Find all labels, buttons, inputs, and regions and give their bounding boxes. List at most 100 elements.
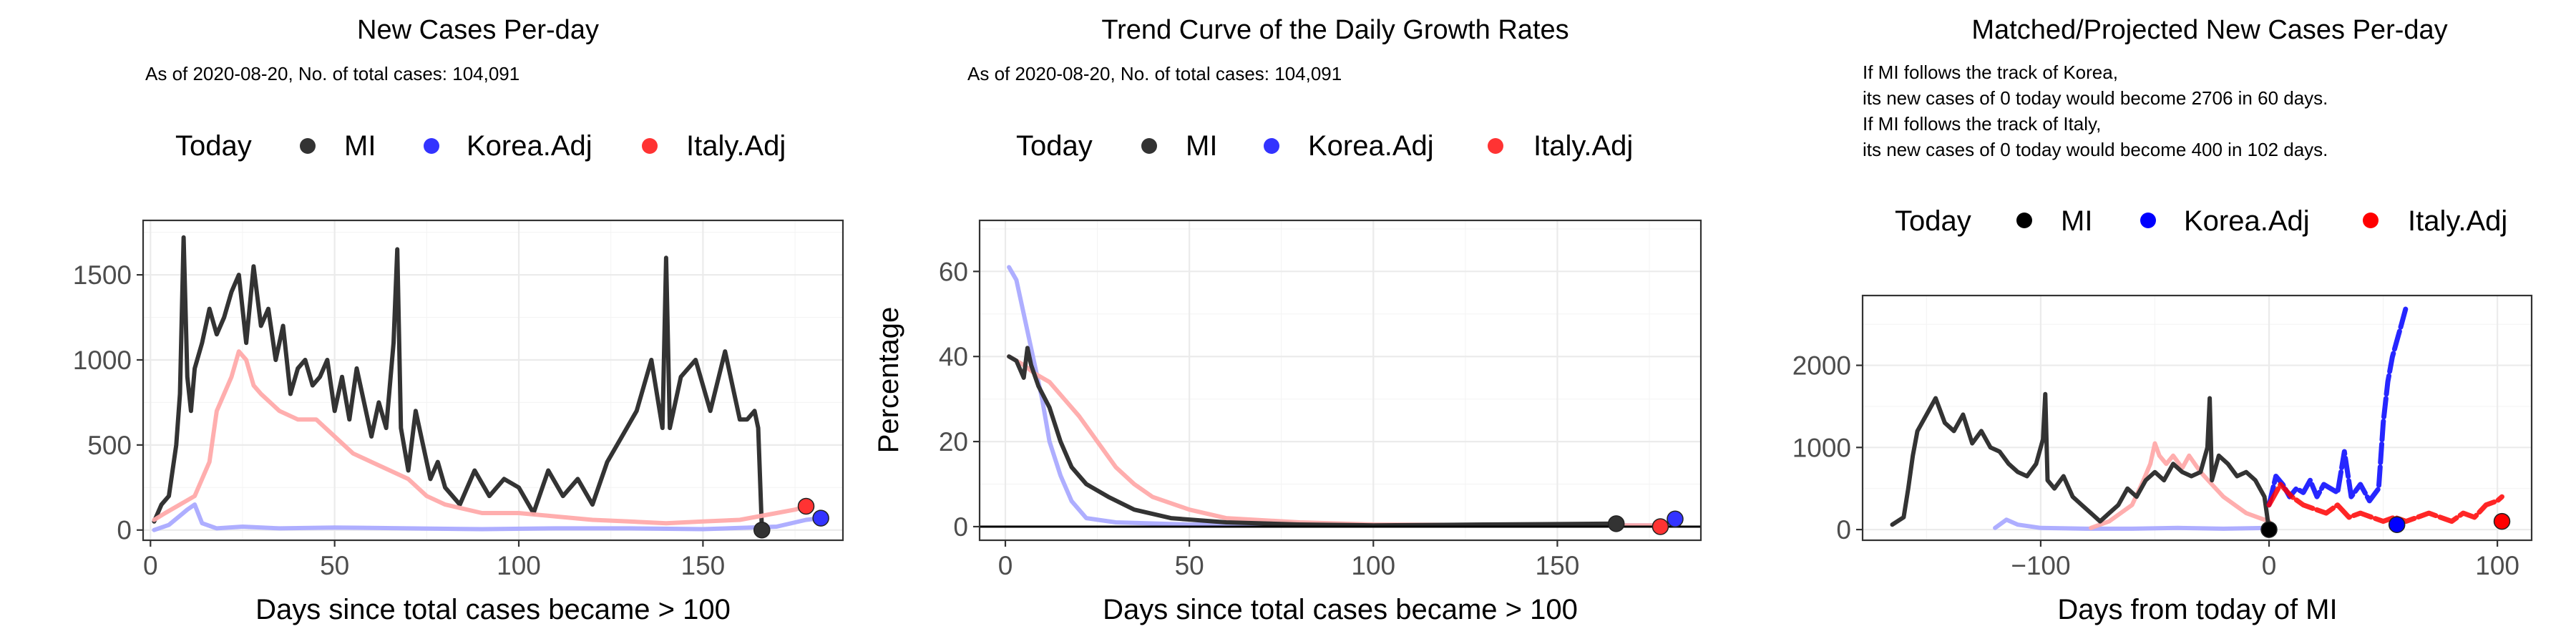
panel2-x-axis-title: Days since total cases became > 100 xyxy=(1103,594,1578,625)
panel1-legend-key-mi xyxy=(300,138,316,154)
panel2-y-axis: 0 20 40 60 xyxy=(939,257,980,542)
panel2-legend-label-italy: Italy.Adj xyxy=(1533,130,1633,162)
panel-growth-rates: Trend Curve of the Daily Growth Rates As… xyxy=(873,15,1702,625)
series-line xyxy=(152,502,824,532)
panel1-x-axis: 0 50 100 150 xyxy=(143,540,725,580)
panel2-plot-area xyxy=(978,219,1702,542)
panel3-legend-key-italy xyxy=(2363,213,2379,228)
series-line xyxy=(1993,517,2271,531)
panel3-legend-title: Today xyxy=(1895,205,1971,237)
panel3-legend-label-korea: Korea.Adj xyxy=(2184,205,2310,237)
today-point xyxy=(797,497,815,515)
x-tick-label: 100 xyxy=(497,551,541,580)
plot-background xyxy=(1863,296,2532,540)
panel2-legend-key-mi xyxy=(1141,138,1157,154)
series-line xyxy=(2266,482,2504,525)
panel2-legend-key-korea xyxy=(1264,138,1279,154)
x-tick-label: 0 xyxy=(143,551,158,580)
panel3-annotation-line: its new cases of 0 today would become 40… xyxy=(1863,139,2328,160)
plot-background xyxy=(143,220,843,540)
y-tick-label: 20 xyxy=(939,427,968,457)
panel1-title: New Cases Per-day xyxy=(357,15,599,45)
series-line xyxy=(2266,305,2409,508)
panel2-legend: Today MI Korea.Adj Italy.Adj xyxy=(1016,130,1633,162)
plot-background xyxy=(980,220,1701,540)
panel1-series xyxy=(152,235,824,532)
x-tick-label: 50 xyxy=(1175,551,1204,580)
panel1-legend-label-korea: Korea.Adj xyxy=(467,130,592,162)
x-tick-label: −100 xyxy=(2011,551,2070,580)
x-tick-label: 50 xyxy=(320,551,349,580)
y-tick-label: 1500 xyxy=(73,260,132,290)
panel2-legend-key-italy xyxy=(1488,138,1503,154)
series-line xyxy=(152,235,764,532)
panel3-gridlines xyxy=(1863,296,2532,540)
y-tick-label: 1000 xyxy=(1792,433,1851,462)
x-tick-label: 100 xyxy=(2475,551,2519,580)
y-tick-label: 40 xyxy=(939,342,968,371)
today-point xyxy=(2260,521,2278,538)
today-point xyxy=(753,521,771,539)
panel3-annotation-line: If MI follows the track of Italy, xyxy=(1863,113,2101,135)
panel3-legend-key-korea xyxy=(2140,213,2156,228)
panel1-y-axis: 0 500 1000 1500 xyxy=(73,260,143,545)
panel3-series xyxy=(1890,305,2504,532)
today-point xyxy=(1652,518,1669,535)
today-point xyxy=(2388,516,2406,533)
today-point xyxy=(1607,515,1625,532)
series-line xyxy=(1007,346,1619,528)
panel2-legend-label-mi: MI xyxy=(1186,130,1217,162)
panel1-legend-label-mi: MI xyxy=(344,130,376,162)
panel3-annotations: If MI follows the track of Korea, its ne… xyxy=(1863,62,2328,160)
panel-projected-cases: Matched/Projected New Cases Per-day If M… xyxy=(1792,15,2533,625)
panel3-legend: Today MI Korea.Adj Italy.Adj xyxy=(1895,205,2507,237)
panel-new-cases: New Cases Per-day As of 2020-08-20, No. … xyxy=(73,15,844,625)
panel1-legend-label-italy: Italy.Adj xyxy=(686,130,786,162)
panel3-legend-label-mi: MI xyxy=(2061,205,2092,237)
x-tick-label: 150 xyxy=(681,551,726,580)
panel2-x-axis: 0 50 100 150 xyxy=(998,540,1580,580)
panel2-gridlines xyxy=(980,220,1701,540)
panel3-x-axis: −100 0 100 xyxy=(2011,540,2519,580)
panel2-series xyxy=(1007,265,1677,528)
panel1-legend-title: Today xyxy=(175,130,252,162)
today-point xyxy=(812,509,829,527)
panel3-annotation-line: its new cases of 0 today would become 27… xyxy=(1863,87,2328,109)
y-tick-label: 500 xyxy=(87,431,132,460)
panel1-x-axis-title: Days since total cases became > 100 xyxy=(255,594,731,625)
x-tick-label: 0 xyxy=(998,551,1013,580)
panel3-y-axis: 0 1000 2000 xyxy=(1792,351,1863,545)
panel1-legend: Today MI Korea.Adj Italy.Adj xyxy=(175,130,786,162)
y-tick-label: 0 xyxy=(117,516,132,545)
panel3-legend-label-italy: Italy.Adj xyxy=(2408,205,2507,237)
panel3-annotation-line: If MI follows the track of Korea, xyxy=(1863,62,2118,83)
panel2-subtitle: As of 2020-08-20, No. of total cases: 10… xyxy=(967,63,1342,84)
panel1-gridlines xyxy=(143,220,843,540)
panel1-today-points xyxy=(753,497,829,539)
panel1-plot-area xyxy=(142,219,844,542)
series-line xyxy=(1890,391,2271,532)
panel2-legend-title: Today xyxy=(1016,130,1093,162)
y-tick-label: 0 xyxy=(953,512,968,542)
panel1-legend-key-korea xyxy=(424,138,439,154)
series-line xyxy=(152,349,809,526)
panel2-title: Trend Curve of the Daily Growth Rates xyxy=(1101,15,1568,45)
panel3-legend-key-mi xyxy=(2016,213,2032,228)
today-point xyxy=(2493,512,2511,530)
panel1-legend-key-italy xyxy=(642,138,658,154)
panel1-subtitle: As of 2020-08-20, No. of total cases: 10… xyxy=(145,63,519,84)
today-point xyxy=(1667,510,1684,528)
y-tick-label: 1000 xyxy=(73,346,132,375)
x-tick-label: 0 xyxy=(2262,551,2277,580)
panel2-today-points xyxy=(1607,510,1684,535)
x-tick-label: 150 xyxy=(1536,551,1580,580)
y-tick-label: 0 xyxy=(1836,515,1851,545)
panel3-today-points xyxy=(2260,512,2511,538)
y-tick-label: 2000 xyxy=(1792,351,1851,381)
x-tick-label: 100 xyxy=(1351,551,1395,580)
panel3-plot-area xyxy=(1861,294,2533,542)
panel2-y-axis-title: Percentage xyxy=(873,307,904,454)
panel3-title: Matched/Projected New Cases Per-day xyxy=(1971,15,2447,45)
y-tick-label: 60 xyxy=(939,257,968,286)
